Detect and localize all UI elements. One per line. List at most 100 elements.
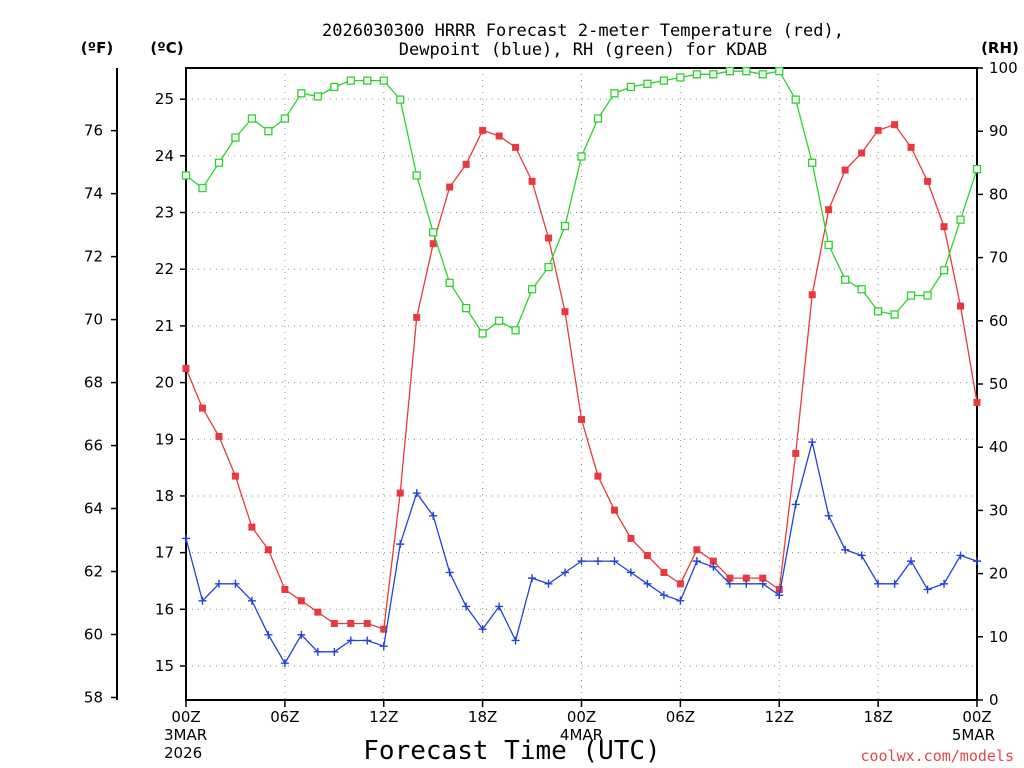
dewpoint-point bbox=[857, 551, 866, 560]
grid-lines bbox=[186, 68, 977, 700]
x-tick-date-label: 4MAR bbox=[560, 726, 603, 744]
dewpoint-point bbox=[643, 579, 652, 588]
dewpoint-point bbox=[593, 557, 602, 566]
rh-point bbox=[461, 304, 471, 313]
rh-point bbox=[313, 92, 322, 101]
temperature-point bbox=[363, 619, 371, 627]
temperature-point bbox=[874, 126, 882, 134]
dewpoint-point bbox=[824, 511, 833, 520]
temperature-point bbox=[676, 580, 684, 588]
credit-text: coolwx.com/models bbox=[860, 747, 1014, 765]
rh-point bbox=[247, 114, 257, 123]
dewpoint-point bbox=[561, 568, 570, 577]
rh-point bbox=[231, 133, 240, 142]
dewpoint-point bbox=[379, 642, 388, 651]
celsius-tick-label: 20 bbox=[155, 374, 174, 392]
dewpoint-point bbox=[182, 534, 190, 543]
temperature-point bbox=[792, 449, 800, 457]
dewpoint-point bbox=[412, 489, 421, 498]
celsius-tick-label: 15 bbox=[155, 657, 174, 675]
dewpoint-point bbox=[775, 591, 784, 600]
temperature-point bbox=[841, 166, 849, 174]
celsius-tick-label: 17 bbox=[155, 544, 174, 562]
dewpoint-point bbox=[907, 557, 916, 566]
dewpoint-point bbox=[841, 545, 850, 554]
rh-point bbox=[939, 266, 949, 275]
dewpoint-point bbox=[478, 625, 487, 634]
fahrenheit-tick-label: 70 bbox=[84, 311, 103, 329]
x-tick-label: 18Z bbox=[863, 708, 892, 726]
rh-point bbox=[659, 76, 669, 85]
x-tick-label: 18Z bbox=[468, 708, 497, 726]
temperature-point bbox=[545, 234, 553, 242]
dewpoint-point bbox=[214, 579, 223, 588]
temperature-point bbox=[495, 132, 503, 140]
rh-point bbox=[972, 164, 982, 174]
temperature-point bbox=[198, 404, 206, 412]
temperature-point bbox=[248, 523, 256, 531]
celsius-tick-label: 25 bbox=[155, 90, 174, 108]
x-tick-label: 00Z bbox=[171, 708, 200, 726]
temperature-point bbox=[924, 177, 932, 185]
temperature-point bbox=[693, 546, 701, 554]
rh-tick-label: 10 bbox=[989, 628, 1008, 646]
x-tick-label: 12Z bbox=[765, 708, 794, 726]
rh-point bbox=[923, 291, 932, 300]
celsius-tick-label: 21 bbox=[155, 317, 174, 335]
temperature-point bbox=[610, 506, 618, 514]
rh-point bbox=[363, 76, 372, 85]
temperature-point bbox=[429, 240, 437, 248]
rh-point bbox=[412, 171, 421, 180]
temperature-point bbox=[264, 546, 272, 554]
x-tick-label: 00Z bbox=[567, 708, 596, 726]
temperature-point bbox=[297, 597, 305, 605]
temperature-point bbox=[561, 308, 569, 316]
celsius-tick-label: 24 bbox=[155, 147, 174, 165]
temperature-point bbox=[973, 398, 981, 406]
rh-point bbox=[494, 316, 504, 325]
temperature-point bbox=[347, 619, 355, 627]
celsius-tick-label: 23 bbox=[155, 204, 174, 222]
rh-point bbox=[330, 82, 339, 92]
dewpoint-point bbox=[363, 636, 372, 645]
temperature-point bbox=[578, 415, 585, 423]
rh-point bbox=[758, 70, 767, 79]
chart-title-line-1: 2026030300 HRRR Forecast 2-meter Tempera… bbox=[322, 21, 844, 41]
rh-point bbox=[560, 221, 570, 231]
fahrenheit-tick-label: 60 bbox=[84, 626, 103, 644]
fahrenheit-unit-label: (ºF) bbox=[81, 39, 113, 57]
celsius-tick-label: 19 bbox=[155, 430, 174, 448]
rh-point bbox=[198, 183, 207, 193]
temperature-point bbox=[446, 183, 454, 191]
rh-point bbox=[841, 275, 850, 284]
dewpoint-point bbox=[396, 540, 405, 549]
temperature-point bbox=[330, 619, 338, 627]
fahrenheit-tick-label: 58 bbox=[84, 688, 103, 706]
x-tick-year-label: 2026 bbox=[164, 744, 202, 762]
rh-point bbox=[264, 127, 273, 136]
temperature-point bbox=[808, 291, 816, 299]
rh-point bbox=[775, 67, 784, 76]
dewpoint-point bbox=[659, 591, 668, 600]
x-axis-label: Forecast Time (UTC) bbox=[363, 736, 660, 766]
rh-point bbox=[511, 326, 520, 335]
dewpoint-point bbox=[709, 562, 718, 571]
temperature-point bbox=[231, 472, 239, 480]
rh-point bbox=[709, 70, 718, 79]
rh-point bbox=[956, 215, 965, 224]
dewpoint-point bbox=[577, 557, 586, 566]
dewpoint-point bbox=[445, 568, 454, 577]
dewpoint-point bbox=[280, 659, 289, 668]
temperature-point bbox=[742, 574, 750, 582]
temperature-point bbox=[528, 177, 536, 185]
rh-point bbox=[676, 73, 685, 82]
dewpoint-point bbox=[874, 579, 883, 588]
celsius-tick-label: 22 bbox=[155, 260, 174, 278]
rh-point bbox=[824, 240, 833, 250]
temperature-point bbox=[396, 489, 404, 497]
x-tick-label: 06Z bbox=[666, 708, 695, 726]
temperature-point bbox=[825, 206, 833, 214]
fahrenheit-tick-label: 68 bbox=[84, 374, 103, 392]
rh-point bbox=[429, 228, 438, 237]
dewpoint-point bbox=[528, 574, 537, 583]
